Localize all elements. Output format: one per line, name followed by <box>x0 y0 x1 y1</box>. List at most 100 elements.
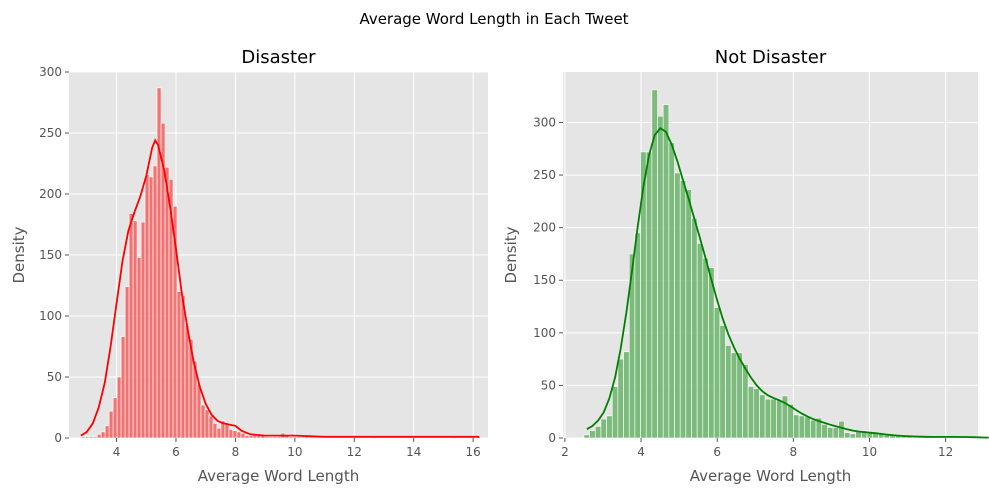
x-tick-label: 2 <box>561 445 569 459</box>
histogram-bar <box>276 436 282 439</box>
histogram-bar <box>244 435 250 439</box>
histogram-bar <box>128 213 134 439</box>
histogram-bar <box>708 267 715 439</box>
histogram-bar <box>236 431 242 439</box>
histogram-bar <box>156 87 162 439</box>
y-tick-label: 150 <box>533 273 556 287</box>
histogram-bar <box>84 436 90 439</box>
histogram-bar <box>662 104 670 439</box>
histogram-bar <box>713 307 721 439</box>
histogram-bar <box>288 436 294 439</box>
histogram-bar <box>832 427 840 439</box>
histogram-bar <box>611 386 619 439</box>
histogram-bar <box>140 221 146 439</box>
histogram-bar <box>144 174 150 439</box>
histogram-bar <box>719 325 726 439</box>
histogram-bar <box>623 351 630 439</box>
histogram-bar <box>657 115 664 439</box>
histogram-bar <box>120 336 126 439</box>
histogram-bar <box>296 436 302 439</box>
histogram-bar <box>668 142 675 439</box>
x-tick-label: 4 <box>637 445 645 459</box>
x-tick-label: 12 <box>347 445 362 459</box>
panel-title: Not Disaster <box>715 47 827 68</box>
kde-line <box>80 138 480 438</box>
x-tick-label: 8 <box>232 445 240 459</box>
histogram-bar <box>804 416 811 439</box>
histogram-bar <box>759 394 766 439</box>
y-tick-label: 300 <box>39 65 62 79</box>
y-tick-label: 150 <box>39 248 62 262</box>
histogram-bar <box>132 220 138 439</box>
histogram-bar <box>747 386 755 439</box>
histogram-bar <box>594 426 602 439</box>
histogram-bar <box>679 180 687 439</box>
histogram-bar <box>104 425 110 439</box>
histogram-bar <box>702 257 709 439</box>
x-axis-label: Average Word Length <box>690 467 851 485</box>
x-axis-label: Average Word Length <box>198 467 359 485</box>
x-tick-label: 14 <box>406 445 421 459</box>
y-tick-label: 50 <box>47 370 62 384</box>
histogram-bar <box>810 419 817 439</box>
panel-disaster: 4 6 8 10 12 14 16 0 50 100 150 200 250 300 Disaster Ave… <box>10 47 488 485</box>
histogram-bar <box>849 433 856 439</box>
histogram-bar <box>696 243 704 439</box>
histogram-bar <box>224 424 230 439</box>
histogram-bar <box>855 431 862 439</box>
panel-title: Disaster <box>241 47 316 68</box>
histogram-bar <box>268 436 274 439</box>
histogram-bar <box>793 414 800 439</box>
histogram-bar <box>180 294 186 439</box>
histogram-bar <box>725 345 732 439</box>
histogram-bar <box>96 434 102 439</box>
histogram-bar <box>583 434 590 439</box>
y-tick-label: 0 <box>548 431 556 445</box>
histogram-bar <box>645 151 653 439</box>
x-tick-label: 10 <box>862 445 877 459</box>
histogram-bar <box>753 388 760 439</box>
y-tick-label: 250 <box>533 168 556 182</box>
histogram-bar <box>108 410 114 439</box>
histogram-bar <box>821 424 828 439</box>
histogram-bar <box>164 166 170 439</box>
histogram-bar <box>827 427 834 439</box>
histogram-bar <box>200 404 206 439</box>
histogram-bar <box>92 436 98 439</box>
x-tick-label: 16 <box>466 445 481 459</box>
histogram-bar <box>232 430 238 439</box>
histogram-bar <box>240 432 246 439</box>
histogram-bar <box>136 257 142 439</box>
y-axis-label: Density <box>502 226 520 283</box>
kde-line <box>586 126 989 439</box>
histogram-bar <box>80 436 86 439</box>
y-tick-label: 200 <box>533 221 556 235</box>
histogram-bar <box>764 398 772 439</box>
y-axis-label: Density <box>10 226 28 283</box>
histogram-bar <box>691 217 698 439</box>
histogram-bar <box>272 436 278 439</box>
histogram-bar <box>148 176 154 439</box>
y-tick-label: 100 <box>39 309 62 323</box>
histogram-bar <box>196 384 202 439</box>
histogram-bar <box>88 436 94 439</box>
histogram-bar <box>798 415 806 439</box>
y-tick-label: 250 <box>39 126 62 140</box>
y-tick-label: 0 <box>54 431 62 445</box>
histogram-bar <box>736 352 743 439</box>
x-tick-label: 6 <box>713 445 721 459</box>
histogram-bar <box>212 423 218 439</box>
histogram-bar <box>216 427 222 439</box>
histogram-bar <box>685 189 692 439</box>
histogram-bar <box>248 435 254 439</box>
histogram-bar <box>184 325 190 439</box>
x-tick-label: 6 <box>172 445 180 459</box>
x-tick-label: 8 <box>790 445 798 459</box>
histogram-bar <box>264 436 270 439</box>
histogram-bar <box>844 432 851 439</box>
histogram-bar <box>776 399 783 439</box>
histogram-bar <box>208 415 214 439</box>
histogram-bar <box>730 352 738 439</box>
